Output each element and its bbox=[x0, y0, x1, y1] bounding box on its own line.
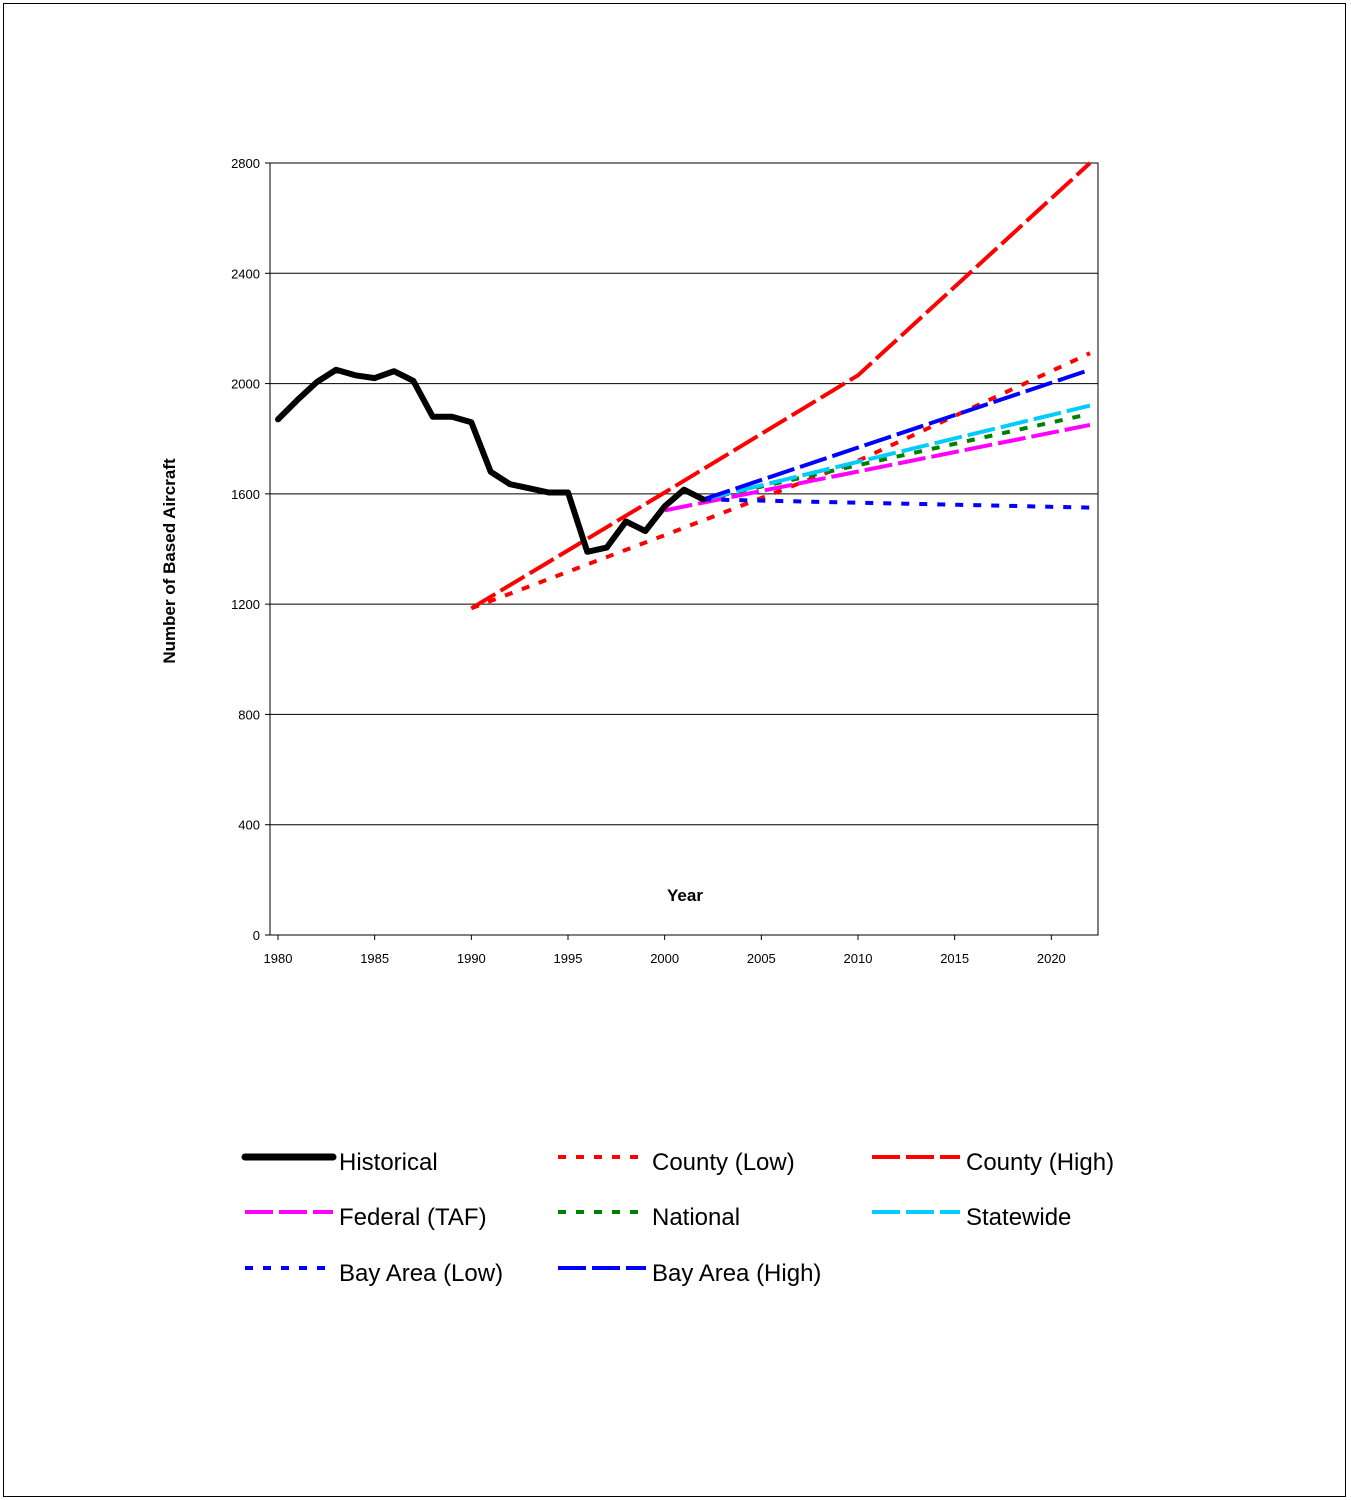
legend-label-statewide: Statewide bbox=[966, 1204, 1071, 1231]
series-line-historical bbox=[275, 366, 707, 555]
x-tick-label-2005: 2005 bbox=[747, 951, 776, 966]
series-county-high bbox=[470, 161, 1092, 611]
y-tick-label-1600: 1600 bbox=[231, 487, 260, 502]
x-tick-label-1985: 1985 bbox=[360, 951, 389, 966]
legend-item-national: National bbox=[558, 1204, 740, 1231]
x-tick-label-2020: 2020 bbox=[1037, 951, 1066, 966]
legend-label-bay-area-low: Bay Area (Low) bbox=[339, 1260, 503, 1287]
series-bay-area-low bbox=[703, 497, 1091, 510]
series-line-federal-taf bbox=[664, 422, 1091, 513]
x-tick-label-1990: 1990 bbox=[457, 951, 486, 966]
legend-item-federal-taf: Federal (TAF) bbox=[245, 1204, 487, 1231]
legend-label-county-low: County (Low) bbox=[652, 1149, 795, 1176]
series-line-national bbox=[702, 411, 1091, 502]
series-federal-taf bbox=[664, 422, 1091, 513]
legend-item-county-low: County (Low) bbox=[558, 1149, 795, 1176]
y-tick-label-800: 800 bbox=[238, 707, 260, 722]
x-tick-label-1980: 1980 bbox=[264, 951, 293, 966]
x-tick-label-2000: 2000 bbox=[650, 951, 679, 966]
legend-label-federal-taf: Federal (TAF) bbox=[339, 1204, 487, 1231]
plot-area bbox=[269, 162, 1099, 936]
y-tick-label-2800: 2800 bbox=[231, 156, 260, 171]
x-tick-label-2015: 2015 bbox=[940, 951, 969, 966]
series-line-county-high bbox=[470, 161, 1092, 611]
y-tick-label-400: 400 bbox=[238, 818, 260, 833]
x-tick-label-1995: 1995 bbox=[554, 951, 583, 966]
x-tick-label-2010: 2010 bbox=[844, 951, 873, 966]
x-axis-title: Year bbox=[667, 886, 703, 905]
legend-item-bay-area-low: Bay Area (Low) bbox=[245, 1260, 503, 1287]
legend-label-historical: Historical bbox=[339, 1149, 438, 1176]
y-tick-label-2000: 2000 bbox=[231, 377, 260, 392]
legend-item-historical: Historical bbox=[241, 1149, 438, 1176]
legend-label-national: National bbox=[652, 1204, 740, 1231]
legend-label-bay-area-high: Bay Area (High) bbox=[652, 1260, 821, 1287]
series-statewide bbox=[702, 403, 1091, 502]
legend-item-county-high: County (High) bbox=[872, 1149, 1114, 1176]
y-tick-label-2400: 2400 bbox=[231, 266, 260, 281]
y-tick-label-0: 0 bbox=[253, 928, 260, 943]
series-line-bay-area-low bbox=[703, 497, 1091, 510]
legend-item-statewide: Statewide bbox=[872, 1204, 1071, 1231]
y-axis-title: Number of Based Aircraft bbox=[160, 458, 179, 664]
series-line-statewide bbox=[702, 403, 1091, 502]
legend-item-bay-area-high: Bay Area (High) bbox=[558, 1260, 821, 1287]
page-frame bbox=[3, 3, 1346, 1497]
legend-label-county-high: County (High) bbox=[966, 1149, 1114, 1176]
series-historical bbox=[275, 366, 707, 555]
y-tick-label-1200: 1200 bbox=[231, 597, 260, 612]
